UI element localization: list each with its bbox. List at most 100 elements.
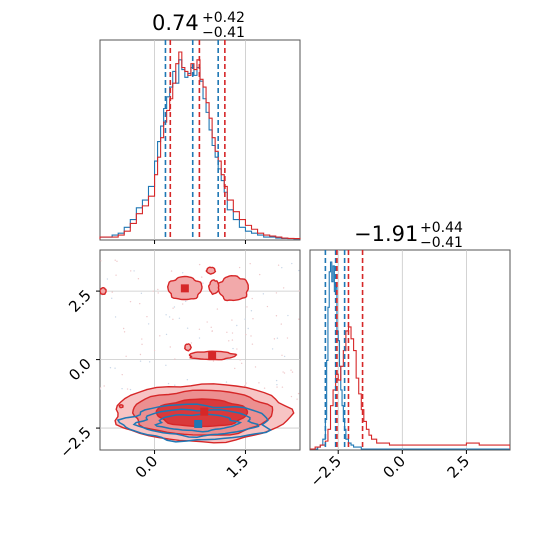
scatter-point — [283, 355, 286, 358]
x-tick-label: 0.0 — [380, 452, 410, 482]
scatter-point — [167, 382, 170, 385]
title-top-left-plus: +0.42 — [202, 10, 245, 26]
x-tick-label: −2.5 — [307, 452, 345, 490]
x-tick-label: 1.5 — [223, 452, 253, 482]
scatter-point — [290, 395, 293, 398]
scatter-point — [100, 388, 101, 390]
scatter-point — [157, 288, 159, 291]
scatter-point — [106, 278, 109, 280]
scatter-point — [258, 382, 260, 384]
scatter-point — [121, 373, 123, 376]
scatter-point — [130, 270, 132, 272]
scatter-point — [210, 326, 212, 328]
red-contour-island — [118, 404, 124, 409]
scatter-point — [181, 272, 184, 274]
scatter-point — [252, 318, 254, 320]
scatter-point — [186, 327, 189, 329]
title-bottom-right-plus: +0.44 — [420, 220, 463, 236]
scatter-point — [198, 328, 201, 330]
scatter-point — [297, 392, 300, 395]
y-tick-label: −2.5 — [56, 423, 94, 461]
scatter-point — [251, 343, 254, 345]
title-bottom-right-minus: −0.41 — [420, 235, 463, 251]
scatter-point — [184, 300, 187, 302]
red-contour-island — [205, 266, 217, 275]
y-tick-label: 2.5 — [65, 286, 95, 316]
scatter-point — [296, 398, 298, 400]
scatter-point — [231, 319, 233, 321]
scatter-point — [146, 315, 148, 318]
x-tick-label: 2.5 — [444, 452, 474, 482]
scatter-point — [276, 337, 279, 339]
scatter-point — [139, 353, 142, 356]
quantile-lines-bottom-right — [324, 250, 364, 450]
panel-bottom-right: −2.5 0.0 2.5 −1.91 +0.44 −0.41 — [307, 220, 511, 491]
histogram-series-1 — [310, 326, 510, 450]
scatter-point — [181, 303, 184, 305]
grid-top-left — [154, 40, 246, 240]
red-contour-island — [100, 287, 107, 295]
scatter-point — [172, 318, 174, 321]
scatter-point — [250, 335, 252, 337]
scatter-point — [111, 297, 113, 299]
histogram-top-left — [99, 51, 301, 240]
scatter-point — [165, 333, 168, 336]
scatter-point — [231, 332, 234, 334]
scatter-point — [190, 342, 193, 344]
scatter-point — [126, 388, 129, 390]
scatter-point — [201, 276, 203, 278]
quantile-lines-top-left — [164, 40, 226, 240]
scatter-point — [298, 269, 300, 272]
red-contour-island — [183, 343, 192, 352]
ticks-top-left — [154, 240, 246, 244]
scatter-point — [152, 290, 154, 292]
scatter-point — [165, 314, 167, 316]
scatter-point — [174, 358, 176, 360]
scatter-point — [245, 333, 247, 336]
scatter-point — [216, 308, 219, 310]
y-tick-label: 0.0 — [65, 355, 95, 385]
scatter-point — [202, 282, 204, 284]
scatter-point — [277, 264, 280, 266]
scatter-point — [168, 316, 171, 318]
scatter-point — [282, 287, 285, 289]
scatter-point — [114, 259, 116, 261]
title-top-left-minus: −0.41 — [202, 25, 245, 41]
scatter-point — [282, 371, 284, 373]
scatter-point — [246, 306, 248, 308]
scatter-point — [236, 348, 238, 350]
scatter-point — [226, 358, 228, 361]
grid-bottom-right — [337, 250, 467, 450]
scatter-point — [139, 360, 142, 362]
scatter-point — [273, 338, 276, 340]
scatter-point — [275, 315, 278, 317]
scatter-point — [157, 292, 159, 294]
scatter-point — [231, 339, 234, 341]
title-bottom-right-value: −1.91 — [354, 222, 418, 246]
scatter-point — [111, 291, 113, 293]
scatter-point — [147, 323, 150, 325]
scatter-point — [129, 388, 132, 391]
scatter-point — [114, 316, 117, 318]
scatter-point — [238, 266, 241, 269]
scatter-point — [174, 384, 176, 386]
scatter-point — [250, 310, 253, 312]
scatter-point — [116, 260, 118, 263]
scatter-point — [232, 347, 234, 350]
scatter-point — [212, 360, 215, 362]
panel-top-left: 0.74 +0.42 −0.41 — [99, 10, 301, 244]
scatter-point — [287, 314, 289, 317]
x-tick-label: 0.0 — [132, 452, 162, 482]
scatter-point — [206, 321, 208, 323]
scatter-point — [123, 331, 126, 333]
scatter-point — [226, 331, 228, 333]
scatter-point — [263, 387, 266, 389]
scatter-point — [291, 371, 294, 373]
scatter-point — [283, 372, 286, 374]
scatter-point — [249, 262, 251, 265]
scatter-point — [103, 385, 105, 387]
scatter-point — [169, 346, 171, 348]
scatter-point — [140, 292, 143, 295]
blue-contour-level — [132, 408, 260, 438]
scatter-point — [114, 367, 116, 369]
